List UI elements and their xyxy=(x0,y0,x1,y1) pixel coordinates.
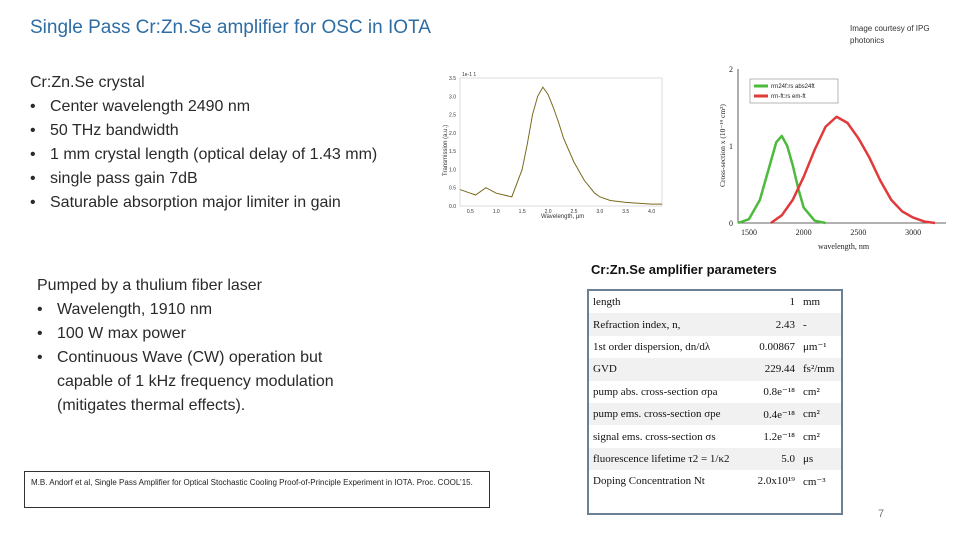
abs-xtick: 2.5 xyxy=(570,209,577,215)
param-unit: cm² xyxy=(801,402,841,426)
param-row: GVD 229.44 fs²/mm xyxy=(589,358,841,381)
crystal-heading: Cr:Zn.Se crystal xyxy=(30,74,145,91)
abs-ytick: 2.0 xyxy=(449,131,456,137)
param-name: pump abs. cross-section σpa xyxy=(593,385,718,398)
abs-xtick: 0.5 xyxy=(467,209,474,215)
param-row: pump abs. cross-section σpa 0.8e⁻¹⁸ cm² xyxy=(589,381,841,403)
cs-emission-line xyxy=(770,115,936,225)
cs-xtick: 2500 xyxy=(850,228,866,237)
cs-ytick: 2 xyxy=(729,65,733,74)
abs-xlabel: Wavelength, μm xyxy=(541,214,584,220)
param-row: Doping Concentration Nt 2.0x10¹⁹ cm⁻³ xyxy=(589,470,841,492)
abs-ylabel: Transmission (a.u.) xyxy=(443,125,449,176)
abs-ytick: 3.0 xyxy=(449,94,456,100)
cross-section-chart: Cross-section x (10⁻¹⁹ cm²) wavelength, … xyxy=(718,65,946,251)
crystal-section: Cr:Zn.Se crystal Center wavelength 2490 … xyxy=(30,71,440,215)
abs-ytick: 1.0 xyxy=(449,167,456,173)
param-unit: mm xyxy=(803,296,821,309)
abs-xtick: 3.0 xyxy=(596,209,603,215)
cs-ytick: 1 xyxy=(729,142,733,151)
abs-xtick: 4.0 xyxy=(648,209,655,215)
abs-xtick: 1.0 xyxy=(493,209,500,215)
crystal-bullet-list: Center wavelength 2490 nm 50 THz bandwid… xyxy=(30,95,440,215)
param-name: fluorescence lifetime τ2 = 1/κ2 xyxy=(589,447,743,471)
abs-ytick: 2.5 xyxy=(449,113,456,119)
param-unit: fs²/mm xyxy=(801,358,841,381)
cs-legend-absorption: rrn24f:rs abs24ft xyxy=(771,84,815,90)
param-name: pump ems. cross-section σpe xyxy=(589,402,743,426)
crystal-bullet: Center wavelength 2490 nm xyxy=(30,95,440,119)
pump-bullet: Continuous Wave (CW) operation but capab… xyxy=(37,346,347,418)
param-name: Doping Concentration Nt xyxy=(593,475,705,488)
abs-xtick: 2.0 xyxy=(545,209,552,215)
param-row: 1st order dispersion, dn/dλ 0.00867 μm⁻¹ xyxy=(589,336,841,358)
abs-xtick: 1.5 xyxy=(519,209,526,215)
param-name: Refraction index, n, xyxy=(589,313,743,336)
cs-xtick: 3000 xyxy=(905,228,921,237)
abs-ytick: 3.5 xyxy=(449,76,456,82)
param-unit: μm⁻¹ xyxy=(803,341,827,354)
pump-bullet: Wavelength, 1910 nm xyxy=(37,298,347,322)
param-row: fluorescence lifetime τ2 = 1/κ2 5.0 μs xyxy=(589,447,841,471)
slide-title: Single Pass Cr:Zn.Se amplifier for OSC i… xyxy=(30,17,431,38)
param-name: GVD xyxy=(589,358,743,381)
cs-xtick: 1500 xyxy=(741,228,757,237)
param-unit: μs xyxy=(801,447,841,471)
absorption-spectrum-chart: 1e-1 1 Transmission (a.u.) Wavelength, μ… xyxy=(443,72,663,220)
cs-ylabel: Cross-section x (10⁻¹⁹ cm²) xyxy=(718,104,727,187)
abs-ytick: 1.5 xyxy=(449,149,456,155)
param-name: 1st order dispersion, dn/dλ xyxy=(593,340,711,353)
cs-legend-emission: rrn-ft:rs em-ft xyxy=(771,94,806,100)
page-number: 7 xyxy=(878,508,885,520)
cs-legend: rrn24f:rs abs24ft rrn-ft:rs em-ft xyxy=(749,78,839,104)
param-row: signal ems. cross-section σs 1.2e⁻¹⁸ cm² xyxy=(589,425,841,447)
params-title: Cr:Zn.Se amplifier parameters xyxy=(591,262,777,277)
param-unit: cm² xyxy=(803,430,820,443)
cs-xlabel: wavelength, nm xyxy=(818,242,870,251)
pump-heading: Pumped by a thulium fiber laser xyxy=(37,277,262,294)
param-name: signal ems. cross-section σs xyxy=(593,430,716,443)
crystal-bullet: 1 mm crystal length (optical delay of 1.… xyxy=(30,143,440,167)
param-unit: cm⁻³ xyxy=(803,475,826,488)
cs-xtick: 2000 xyxy=(796,228,812,237)
param-value: 5.0 xyxy=(743,447,801,471)
param-value: 1.2e⁻¹⁸ xyxy=(763,431,795,444)
param-value: 0.8e⁻¹⁸ xyxy=(763,386,795,399)
param-row: pump ems. cross-section σpe 0.4e⁻¹⁸ cm² xyxy=(589,402,841,426)
image-credit: Image courtesy of IPG photonics xyxy=(850,24,930,45)
param-row: Refraction index, n, 2.43- xyxy=(589,313,841,336)
abs-ytick: 0.0 xyxy=(449,204,456,210)
crystal-bullet: 50 THz bandwidth xyxy=(30,119,440,143)
abs-series-line xyxy=(459,86,662,205)
param-unit: cm² xyxy=(803,385,820,398)
param-value: 2.43 xyxy=(743,313,801,336)
param-value: 0.00867 xyxy=(759,340,795,353)
param-value: 0.4e⁻¹⁸ xyxy=(743,402,801,426)
pump-section: Pumped by a thulium fiber laser Waveleng… xyxy=(37,274,347,418)
abs-xtick: 3.5 xyxy=(622,209,629,215)
param-value: 1 xyxy=(789,296,796,309)
pump-bullet: 100 W max power xyxy=(37,322,347,346)
cs-absorption-line xyxy=(737,134,826,225)
reference-citation: M.B. Andorf et al, Single Pass Amplifier… xyxy=(24,471,490,508)
param-unit: - xyxy=(801,313,841,336)
cs-ytick: 0 xyxy=(729,219,733,228)
param-value: 2.0x10¹⁹ xyxy=(757,475,795,488)
crystal-bullet: single pass gain 7dB xyxy=(30,167,440,191)
abs-ytick: 0.5 xyxy=(449,186,456,192)
pump-bullet-list: Wavelength, 1910 nm 100 W max power Cont… xyxy=(37,298,347,418)
abs-header: 1e-1 1 xyxy=(462,72,476,78)
parameter-table: length 1 mm Refraction index, n, 2.43-1st or… xyxy=(587,289,843,515)
crystal-bullet: Saturable absorption major limiter in ga… xyxy=(30,191,440,215)
param-row: length 1 mm xyxy=(589,291,841,313)
abs-frame xyxy=(459,77,663,207)
param-name: length xyxy=(593,296,621,309)
param-value: 229.44 xyxy=(743,358,801,381)
